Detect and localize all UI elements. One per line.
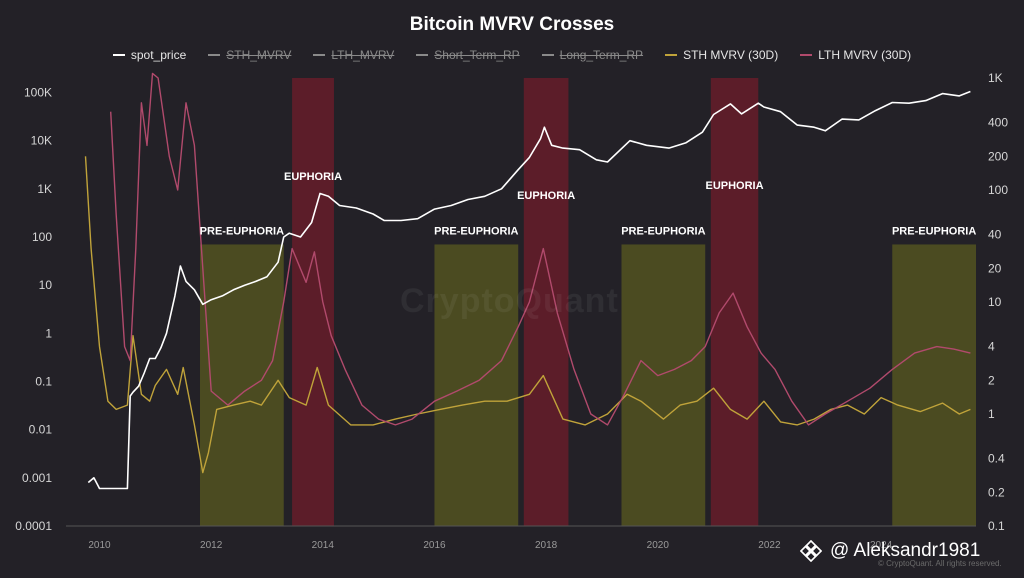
x-tick-label: 2024 — [870, 540, 893, 551]
pre-euphoria-zone — [621, 244, 706, 526]
legend-item[interactable]: spot_price — [112, 48, 187, 62]
y-right-tick-label: 20 — [988, 261, 1002, 275]
copyright-credit: © CryptoQuant. All rights reserved. — [878, 559, 1002, 568]
x-tick-label: 2012 — [200, 540, 223, 551]
y-left-tick-label: 1K — [37, 182, 52, 196]
y-left-tick-label: 10K — [31, 134, 52, 148]
euphoria-zone — [523, 78, 569, 526]
x-tick-label: 2010 — [88, 540, 111, 551]
legend-label: Short_Term_RP — [434, 48, 520, 62]
legend-swatch — [665, 54, 678, 56]
y-right-tick-label: 1 — [988, 407, 995, 421]
zone-labels: PRE-EUPHORIA EUPHORIA PRE-EUPHORIA EUPHORIA… — [200, 171, 977, 237]
y-right-tick-label: 200 — [988, 149, 1008, 163]
y-right-tick-label: 2 — [988, 373, 995, 387]
zone-label: PRE-EUPHORIA — [892, 225, 976, 237]
y-left-tick-label: 0.1 — [35, 374, 52, 388]
legend-item[interactable]: STH_MVRV — [208, 48, 291, 62]
legend-label: Long_Term_RP — [559, 48, 644, 62]
y-right-tick-label: 100 — [988, 183, 1008, 197]
zone-label: EUPHORIA — [706, 180, 764, 192]
y-right-tick-label: 4 — [988, 340, 995, 354]
legend-swatch — [313, 54, 326, 56]
chart-title: Bitcoin MVRV Crosses — [409, 14, 615, 35]
binance-diamond-icon — [800, 540, 822, 562]
legend-label: LTH_MVRV — [331, 48, 395, 62]
series-line-lth-mvrv-30d — [110, 72, 971, 426]
legend-label: STH MVRV (30D) — [683, 48, 779, 62]
axes: 100K10K1K1001010.10.010.0010.00011K40020… — [15, 71, 1008, 551]
zone-label: PRE-EUPHORIA — [200, 225, 284, 237]
y-right-tick-label: 0.4 — [988, 452, 1005, 466]
y-right-tick-label: 10 — [988, 295, 1002, 309]
euphoria-zone — [292, 78, 334, 526]
legend-item[interactable]: Short_Term_RP — [416, 48, 520, 62]
legend-swatch — [112, 54, 125, 56]
y-left-tick-label: 0.01 — [29, 423, 53, 437]
x-tick-label: 2014 — [312, 540, 335, 551]
legend-item[interactable]: STH MVRV (30D) — [665, 48, 778, 62]
legend-swatch — [416, 54, 429, 56]
y-left-tick-label: 0.0001 — [15, 519, 52, 533]
x-tick-label: 2020 — [647, 540, 670, 551]
y-left-tick-label: 1 — [45, 326, 52, 340]
series-line-spot-price — [87, 90, 971, 490]
pre-euphoria-zone — [434, 244, 519, 526]
series-lines — [84, 72, 971, 490]
author-handle-text: @ Aleksandr1981 — [830, 540, 981, 561]
legend-item[interactable]: LTH MVRV (30D) — [800, 48, 911, 62]
series-line-sth-mvrv-30d — [84, 156, 971, 474]
x-tick-label: 2018 — [535, 540, 558, 551]
euphoria-zone — [710, 78, 759, 526]
zone-label: PRE-EUPHORIA — [434, 225, 518, 237]
y-right-tick-label: 0.1 — [988, 519, 1005, 533]
legend-swatch — [541, 54, 554, 56]
y-left-tick-label: 100 — [32, 230, 52, 244]
legend-swatch — [208, 54, 221, 56]
zone-label: EUPHORIA — [284, 171, 342, 183]
legend-label: LTH MVRV (30D) — [818, 48, 912, 62]
zone-label: PRE-EUPHORIA — [621, 225, 705, 237]
x-tick-label: 2022 — [758, 540, 781, 551]
legend-swatch — [800, 54, 813, 56]
author-handle: @ Aleksandr1981 — [800, 540, 980, 562]
highlight-zones — [199, 78, 976, 526]
y-right-tick-label: 40 — [988, 228, 1002, 242]
zone-label: EUPHORIA — [517, 190, 575, 202]
pre-euphoria-zone — [199, 244, 284, 526]
legend-label: STH_MVRV — [226, 48, 292, 62]
y-left-tick-label: 0.001 — [22, 471, 52, 485]
x-tick-label: 2016 — [423, 540, 446, 551]
watermark: CryptoQuant — [400, 282, 619, 320]
legend: spot_price STH_MVRV LTH_MVRV Short_Term_RP L… — [0, 48, 1024, 62]
y-left-tick-label: 10 — [39, 278, 53, 292]
y-right-tick-label: 0.2 — [988, 485, 1005, 499]
legend-item[interactable]: LTH_MVRV — [313, 48, 394, 62]
legend-item[interactable]: Long_Term_RP — [541, 48, 644, 62]
y-right-tick-label: 1K — [988, 71, 1003, 85]
y-left-tick-label: 100K — [24, 85, 52, 99]
legend-label: spot_price — [130, 48, 187, 62]
pre-euphoria-zone — [892, 244, 976, 526]
y-right-tick-label: 400 — [988, 116, 1008, 130]
